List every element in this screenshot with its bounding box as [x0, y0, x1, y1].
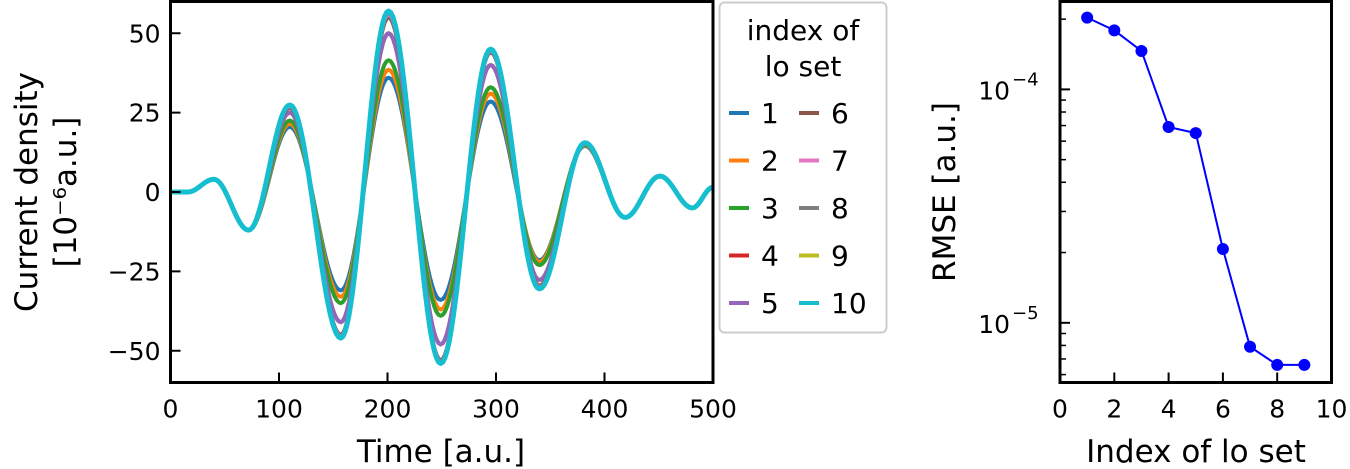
x-tick-label: 200	[364, 395, 412, 424]
y-tick-label: 10	[978, 310, 1010, 339]
left-x-axis-label: Time [a.u.]	[356, 434, 525, 469]
rmse-marker	[1081, 11, 1094, 24]
legend-entries: 1 2 3 4 5 6 7 8 9 10	[729, 97, 867, 320]
x-tick-label: 0	[163, 395, 179, 424]
series-line-1	[171, 75, 713, 302]
legend-label-2: 2	[761, 145, 779, 178]
rmse-marker	[1244, 340, 1257, 353]
left-y-axis: −50 −25 0 25 50	[108, 19, 181, 366]
rmse-series	[1081, 11, 1311, 371]
x-tick-label: 300	[472, 395, 520, 424]
rmse-marker	[1189, 127, 1202, 140]
current-density-curves	[171, 8, 713, 366]
x-tick-label: 2	[1106, 395, 1122, 424]
left-y-axis-label-line2: [10⁻⁶a.u.]	[48, 117, 84, 268]
y-tick-label: 25	[129, 99, 161, 128]
y-tick-label: 0	[145, 178, 161, 207]
legend-title-line1: index of	[747, 14, 861, 47]
y-tick-exponent: −5	[1012, 303, 1039, 324]
series-line-2	[171, 67, 713, 312]
legend-box	[718, 1, 888, 334]
x-tick-label: 10	[1316, 395, 1348, 424]
x-tick-label: 4	[1161, 395, 1177, 424]
y-tick-label: −25	[108, 257, 161, 286]
rmse-marker	[1108, 24, 1121, 37]
legend-label-10: 10	[831, 287, 867, 320]
x-tick-label: 6	[1215, 395, 1231, 424]
rmse-marker	[1216, 243, 1229, 256]
x-tick-label: 500	[689, 395, 737, 424]
x-tick-label: 0	[1052, 395, 1068, 424]
x-tick-label: 400	[581, 395, 629, 424]
rmse-marker	[1271, 358, 1284, 371]
rmse-marker	[1298, 358, 1311, 371]
y-tick-label: −50	[108, 337, 161, 366]
rmse-marker	[1162, 121, 1175, 134]
legend-label-1: 1	[761, 97, 779, 130]
series-line-3	[171, 58, 713, 318]
legend-label-5: 5	[761, 287, 779, 320]
right-axes-frame	[1058, 0, 1333, 384]
legend-label-4: 4	[761, 240, 779, 273]
legend-label-3: 3	[761, 192, 779, 225]
left-y-axis-label-line1: Current density	[9, 72, 45, 312]
current-density-panel: 0 100 200 300 400 500 −50 −25 0 25 50 Time [a.u.]…	[9, 0, 737, 469]
y-tick-label: 50	[129, 19, 161, 48]
right-x-axis-label: Index of lo set	[1086, 434, 1306, 469]
legend: index of lo set 1 2 3 4 5 6 7 8 9 10	[718, 1, 888, 334]
legend-label-8: 8	[831, 192, 849, 225]
rmse-line	[1086, 16, 1305, 366]
right-y-axis-label: RMSE [a.u.]	[927, 102, 963, 282]
left-axes-frame	[169, 0, 715, 384]
rmse-marker	[1135, 45, 1148, 58]
legend-label-7: 7	[831, 145, 849, 178]
x-tick-label: 100	[255, 395, 303, 424]
legend-title-line2: lo set	[765, 50, 842, 83]
x-tick-label: 8	[1269, 395, 1285, 424]
legend-label-6: 6	[831, 97, 849, 130]
series-line-10	[171, 8, 713, 366]
legend-label-9: 9	[831, 240, 849, 273]
y-tick-label: 10	[978, 76, 1010, 105]
y-tick-exponent: −4	[1012, 69, 1039, 90]
left-x-axis: 0 100 200 300 400 500	[163, 372, 737, 424]
